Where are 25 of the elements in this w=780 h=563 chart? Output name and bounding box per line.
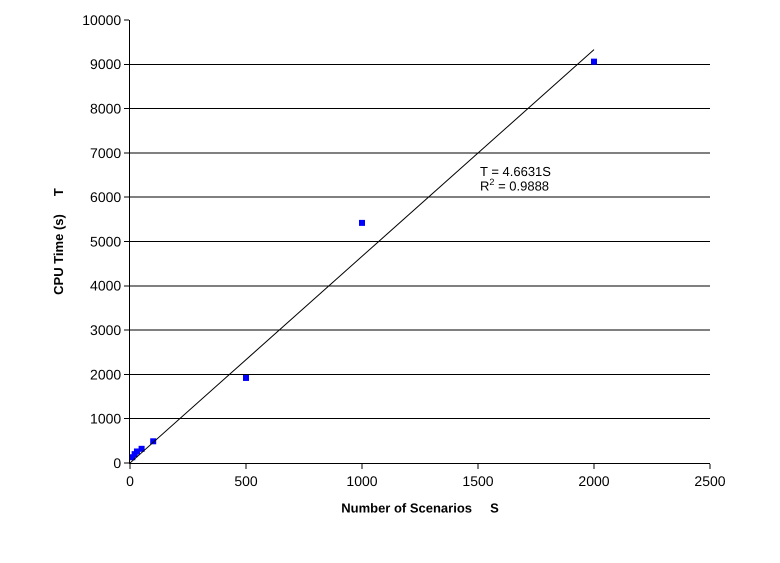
y-tick-label: 5000 xyxy=(90,233,122,250)
x-tick-label: 1500 xyxy=(462,472,494,489)
annotation: R$^{2}$ = 0.9888 xyxy=(480,177,550,194)
y-tick-label: 7000 xyxy=(90,144,122,161)
x-axis-title: Number of Scenarios S xyxy=(341,500,500,516)
x-tick-label: 2500 xyxy=(694,472,726,489)
y-tick-label: 3000 xyxy=(90,322,122,338)
x-tick-label: 1000 xyxy=(346,472,378,489)
y-tick-label: 0 xyxy=(113,454,122,471)
y-tick-label: 6000 xyxy=(90,189,122,206)
point xyxy=(359,220,365,226)
y-axis-title: CPU Time (s) T xyxy=(51,188,66,295)
point xyxy=(138,446,145,452)
x-tick-label: 0 xyxy=(126,472,134,489)
annotation: T = 4.6631S xyxy=(480,164,552,179)
y-tick-label: 1000 xyxy=(90,410,122,427)
y-tick-label: 10000 xyxy=(82,12,122,28)
y-tick-label: 2000 xyxy=(90,366,122,382)
point xyxy=(243,374,249,381)
point xyxy=(591,58,597,65)
y-tick-label: 8000 xyxy=(90,100,122,116)
y-tick-label: 9000 xyxy=(90,56,122,72)
x-tick-label: 2000 xyxy=(578,472,610,489)
x-tick-label: 500 xyxy=(234,472,258,489)
y-tick-label: 4000 xyxy=(90,278,122,294)
